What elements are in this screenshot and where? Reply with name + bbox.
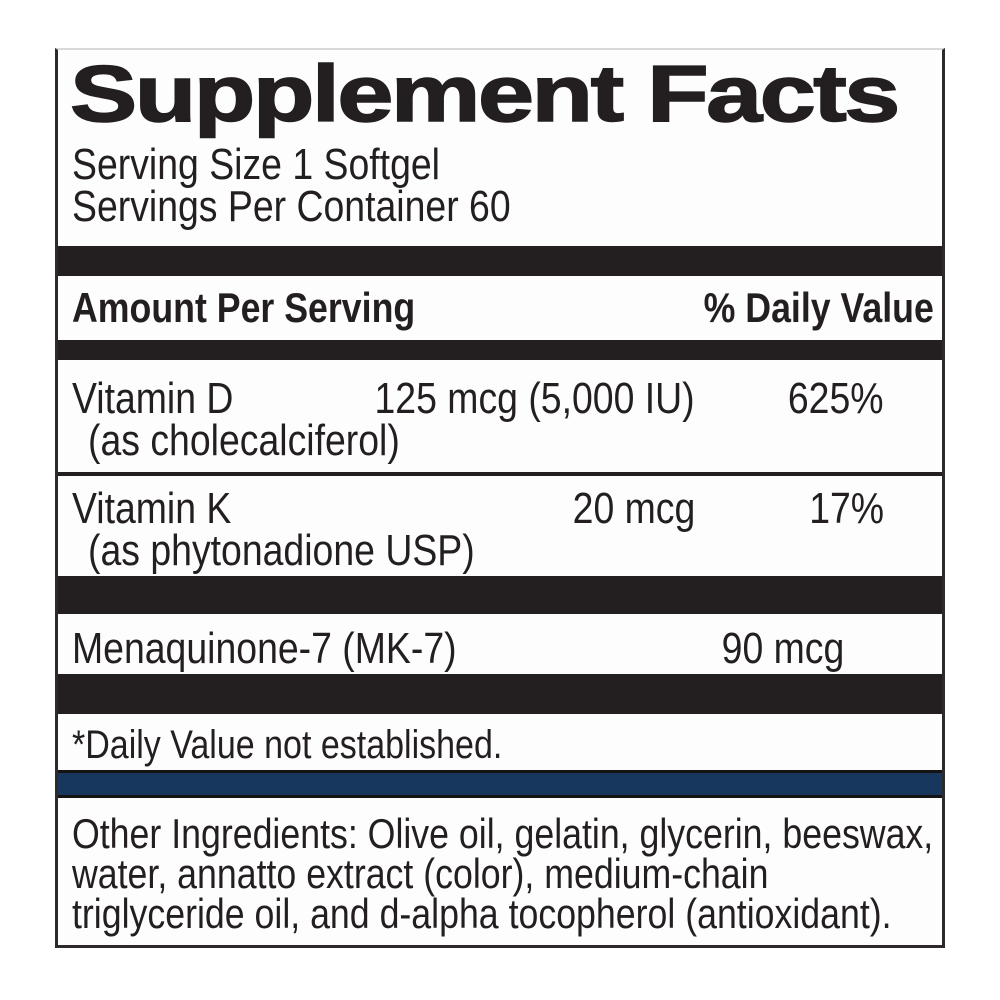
amount-per-serving-header: Amount Per Serving [72, 284, 416, 331]
navy-accent-bar [58, 770, 942, 798]
nutrient-amount: 20 mcg [572, 484, 695, 533]
nutrient-amount: 90 mcg [721, 624, 845, 673]
nutrient-amount: 125 mcg (5,000 IU) [374, 374, 695, 423]
nutrient-row-vitamin-d: Vitamin D 125 mcg (5,000 IU) 625% [58, 374, 942, 423]
nutrient-daily-value: 625% [788, 374, 884, 423]
thin-divider-rule [58, 472, 942, 476]
table-header-row: Amount Per Serving % Daily Value [58, 286, 942, 330]
nutrient-daily-value: 17% [809, 484, 884, 533]
separator-bar-mid [58, 576, 942, 614]
nutrient-row-vitamin-k: Vitamin K 20 mcg 17% [58, 484, 942, 533]
daily-value-header: % Daily Value [703, 284, 934, 331]
nutrient-row-menaquinone: Menaquinone-7 (MK-7) 90 mcg * [58, 624, 942, 673]
other-ingredients: Other Ingredients: Olive oil, gelatin, g… [58, 810, 942, 937]
other-ingredients-line-3: triglyceride oil, and d-alpha tocopherol… [72, 890, 892, 937]
other-ingredients-line-1: Other Ingredients: Olive oil, gelatin, g… [72, 810, 934, 857]
nutrient-source-vitamin-k: (as phytonadione USP) [88, 526, 475, 575]
separator-bar-header [58, 340, 942, 360]
panel-title: Supplement Facts [69, 49, 942, 138]
serving-info: Serving Size 1 Softgel Servings Per Cont… [58, 140, 942, 231]
servings-per-container-line: Servings Per Container 60 [72, 182, 511, 231]
separator-bar-top [58, 246, 942, 276]
panel-title-text: Supplement Facts [69, 49, 901, 138]
separator-bar-bottom [58, 674, 942, 714]
other-ingredients-line-2: water, annatto extract (color), medium-c… [72, 850, 769, 897]
daily-value-footnote: *Daily Value not established. [72, 723, 503, 767]
nutrient-name: Menaquinone-7 (MK-7) [72, 624, 457, 673]
nutrient-daily-value: * [844, 628, 1000, 670]
nutrient-name: Vitamin D [72, 374, 234, 423]
nutrient-source-vitamin-d: (as cholecalciferol) [88, 416, 400, 465]
supplement-facts-panel: Supplement Facts Serving Size 1 Softgel … [55, 48, 945, 948]
nutrient-name: Vitamin K [72, 484, 232, 533]
serving-size-line: Serving Size 1 Softgel [72, 140, 440, 189]
